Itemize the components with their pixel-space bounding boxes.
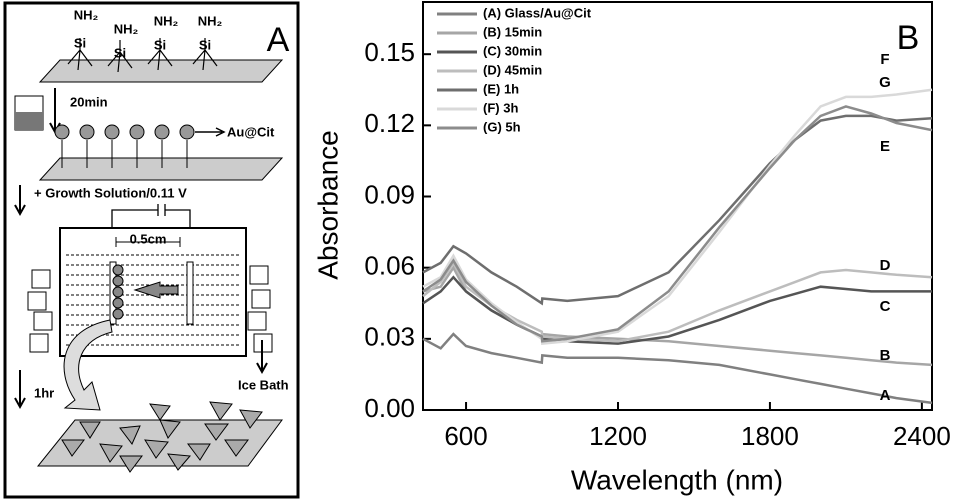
curve-label: C <box>880 298 891 315</box>
legend-label: (C) 30min <box>483 43 542 58</box>
y-tick-label: 0.00 <box>364 393 415 423</box>
amine-label: NH₂ <box>198 13 223 28</box>
y-tick-label: 0.12 <box>364 108 415 138</box>
step-label: 20min <box>70 94 108 109</box>
curve-label: E <box>880 138 890 155</box>
x-tick-label: 1200 <box>589 421 647 451</box>
series-line <box>422 114 933 306</box>
curved-arrow <box>63 319 113 411</box>
nanotriangles <box>61 401 263 473</box>
panel-label: B <box>897 19 920 57</box>
vial <box>14 95 44 131</box>
substrate <box>38 157 284 181</box>
legend-label: (E) 1h <box>483 81 519 96</box>
step-label: 1hr <box>34 385 54 400</box>
electrode <box>109 261 194 325</box>
substrate <box>38 59 284 83</box>
panel-b: B Wavelength (nm) Absorbance 0.00 0.03 0.0… <box>312 1 951 495</box>
circuit <box>111 204 191 325</box>
curve-label: A <box>880 387 891 404</box>
arrow <box>14 185 26 217</box>
silane-label: Si <box>199 37 211 52</box>
series-line <box>422 260 933 343</box>
plot-frame <box>422 1 933 411</box>
amine-label: NH₂ <box>154 13 179 28</box>
x-tick-label: 2400 <box>893 421 951 451</box>
panel-a: A NH₂ NH₂ NH₂ NH₂ Si Si Si Si 20min Au@C… <box>3 1 300 499</box>
series-line <box>422 332 933 405</box>
legend-label: (F) 3h <box>483 100 518 115</box>
silane-label: Si <box>74 35 86 50</box>
x-tick-label: 1800 <box>741 421 799 451</box>
series-line <box>422 265 933 367</box>
legend-label: (G) 5h <box>483 119 521 134</box>
particle-label: Au@Cit <box>227 124 275 139</box>
silane-label: Si <box>114 45 126 60</box>
amine-label: NH₂ <box>114 21 139 36</box>
arrow <box>14 370 26 410</box>
y-tick-label: 0.15 <box>364 37 415 67</box>
legend-label: (D) 45min <box>483 62 542 77</box>
panel-label: A <box>267 21 290 59</box>
amine-label: NH₂ <box>74 7 99 22</box>
distance-label: 0.5cm <box>130 231 167 246</box>
dimension <box>115 237 181 247</box>
x-tick-label: 600 <box>444 421 487 451</box>
bath-label: Ice Bath <box>238 377 289 392</box>
y-tick-label: 0.06 <box>364 251 415 281</box>
series-line <box>422 105 933 343</box>
nanoparticles <box>54 124 195 168</box>
series-line <box>422 275 932 345</box>
arrow <box>195 127 226 137</box>
x-axis-label: Wavelength (nm) <box>571 464 783 495</box>
curve-label: F <box>880 51 889 68</box>
y-tick-label: 0.03 <box>364 322 415 352</box>
silane-bonds <box>67 38 218 73</box>
silane-label: Si <box>154 37 166 52</box>
y-axis-label: Absorbance <box>312 130 343 279</box>
curve-label: B <box>880 347 891 364</box>
step-label: + Growth Solution/0.11 V <box>34 185 187 200</box>
y-tick-label: 0.09 <box>364 179 415 209</box>
curve-label: D <box>880 257 891 274</box>
legend-label: (A) Glass/Au@Cit <box>483 5 592 20</box>
legend-label: (B) 15min <box>483 24 542 39</box>
arrow <box>256 340 268 375</box>
curve-label: G <box>879 74 891 91</box>
